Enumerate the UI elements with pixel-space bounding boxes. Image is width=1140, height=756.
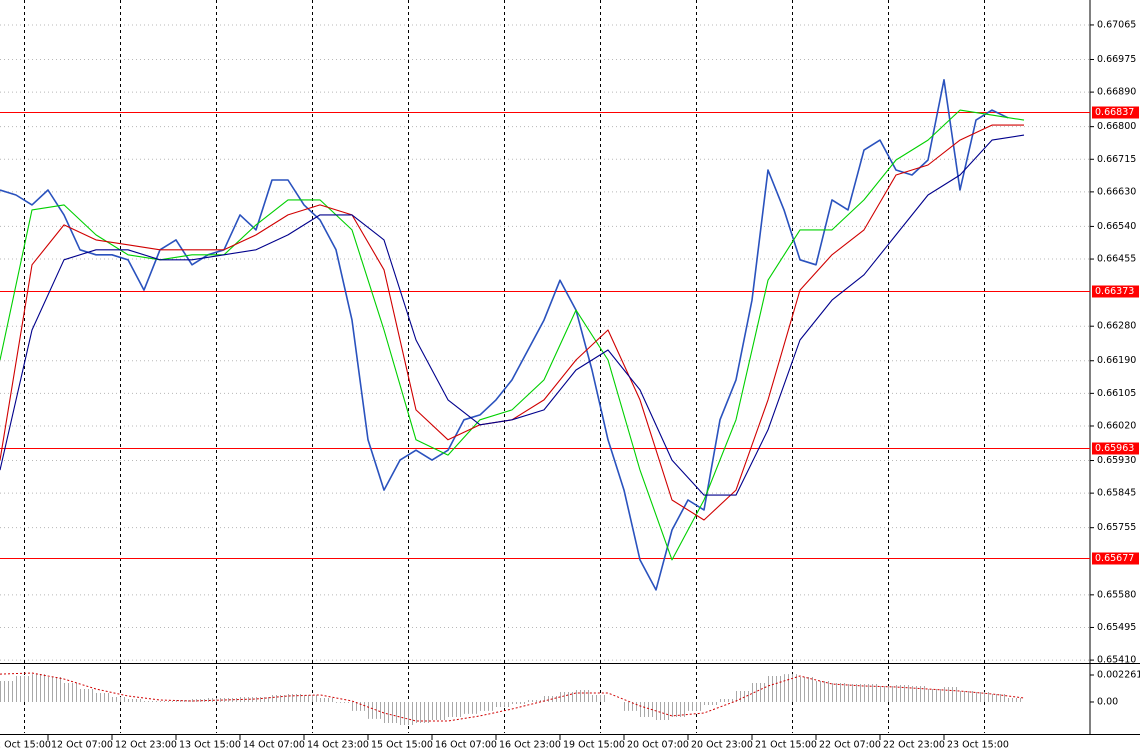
x-tick-label: 19 Oct 15:00 — [563, 740, 625, 751]
x-tick-label: 12 Oct 23:00 — [115, 740, 177, 751]
y-tick-label: 0.65580 — [1097, 589, 1136, 600]
x-tick-label: 12 Oct 15:00 — [0, 740, 51, 751]
signal-line — [0, 672, 1025, 722]
x-tick-label: 20 Oct 23:00 — [691, 740, 753, 751]
x-tick-label: 16 Oct 07:00 — [435, 740, 497, 751]
y-tick-label: 0.66890 — [1097, 87, 1136, 98]
x-tick-label: 22 Oct 07:00 — [819, 740, 881, 751]
y-tick-label: 0.66540 — [1097, 221, 1136, 232]
y-tick-label: 0.66630 — [1097, 186, 1136, 197]
level-label: 0.66837 — [1095, 107, 1134, 118]
y-tick-label: 0.65410 — [1097, 655, 1136, 666]
x-tick-label: 14 Oct 23:00 — [307, 740, 369, 751]
x-tick-label: 15 Oct 15:00 — [371, 740, 433, 751]
level-label-bg — [1092, 442, 1139, 455]
x-tick-label: 16 Oct 23:00 — [499, 740, 561, 751]
x-tick-label: 14 Oct 07:00 — [243, 740, 305, 751]
x-tick-label: 20 Oct 07:00 — [627, 740, 689, 751]
y-tick-label: 0.67065 — [1097, 19, 1136, 30]
level-label-bg — [1092, 106, 1139, 119]
x-tick-label: 21 Oct 15:00 — [755, 740, 817, 751]
level-label-bg — [1092, 285, 1139, 298]
y-tick-label: 0.66975 — [1097, 54, 1136, 65]
y-tick-label: 0.002261 — [1097, 670, 1140, 681]
level-label: 0.65963 — [1095, 443, 1134, 454]
y-tick-label: 0.66020 — [1097, 420, 1136, 431]
y-tick-label: 0.66800 — [1097, 121, 1136, 132]
y-tick-label: 0.65495 — [1097, 622, 1136, 633]
y-tick-label: 0.65930 — [1097, 455, 1136, 466]
level-label: 0.65677 — [1095, 553, 1134, 564]
y-tick-label: 0.66280 — [1097, 321, 1136, 332]
y-tick-label: 0.66715 — [1097, 154, 1136, 165]
y-tick-label: 0.66105 — [1097, 388, 1136, 399]
y-tick-label: 0.66455 — [1097, 254, 1136, 265]
price-line — [0, 109, 1025, 561]
price-line — [0, 79, 1009, 591]
y-tick-label: 0.66190 — [1097, 355, 1136, 366]
x-tick-label: 12 Oct 07:00 — [51, 740, 113, 751]
y-tick-label: 0.65845 — [1097, 488, 1136, 499]
level-label: 0.66373 — [1095, 286, 1134, 297]
x-tick-label: 13 Oct 15:00 — [179, 740, 241, 751]
y-tick-label: 0.00 — [1097, 696, 1118, 707]
x-tick-label: 23 Oct 15:00 — [947, 740, 1009, 751]
y-tick-label: 0.65755 — [1097, 522, 1136, 533]
level-label-bg — [1092, 552, 1139, 565]
price-line — [0, 134, 1025, 496]
x-tick-label: 22 Oct 23:00 — [883, 740, 945, 751]
